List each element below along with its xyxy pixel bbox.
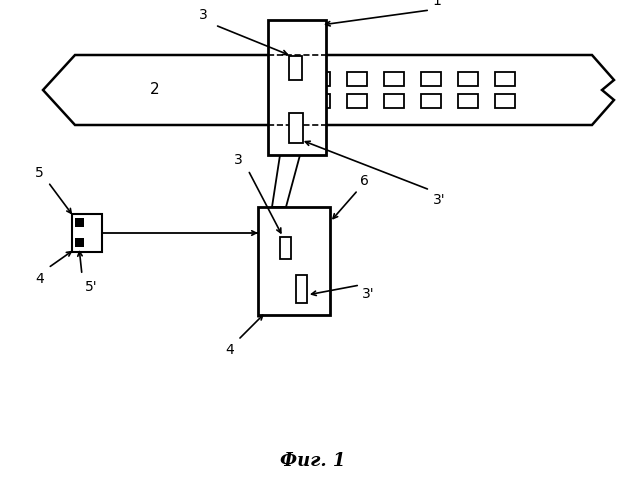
Text: 4: 4 (225, 343, 234, 357)
Bar (310, 72, 330, 86)
Bar (421, 72, 441, 86)
Bar (268, 20, 326, 155)
Bar (288, 56, 302, 80)
Bar (296, 275, 307, 303)
Bar (458, 94, 478, 108)
Text: 5: 5 (35, 166, 44, 180)
Text: 3': 3' (362, 287, 374, 301)
Bar (347, 72, 367, 86)
Bar (310, 94, 330, 108)
Bar (458, 72, 478, 86)
Bar (347, 94, 367, 108)
Text: 3: 3 (234, 153, 243, 167)
Polygon shape (272, 155, 300, 207)
Text: 5': 5' (85, 280, 98, 294)
Bar (421, 94, 441, 108)
Bar (289, 113, 303, 143)
Text: 4: 4 (35, 272, 44, 286)
Bar (258, 207, 330, 315)
Text: 3': 3' (433, 193, 446, 207)
Bar (384, 72, 404, 86)
Bar (280, 237, 291, 259)
Bar (75, 238, 84, 247)
Text: Фиг. 1: Фиг. 1 (280, 452, 345, 470)
Bar (75, 218, 84, 227)
Text: 2: 2 (150, 82, 160, 98)
Text: 3: 3 (199, 8, 208, 22)
Text: 1: 1 (432, 0, 441, 8)
Bar (72, 214, 102, 252)
Bar (495, 72, 515, 86)
Bar (495, 94, 515, 108)
Polygon shape (43, 55, 614, 125)
Bar (384, 94, 404, 108)
Text: 6: 6 (360, 174, 369, 188)
